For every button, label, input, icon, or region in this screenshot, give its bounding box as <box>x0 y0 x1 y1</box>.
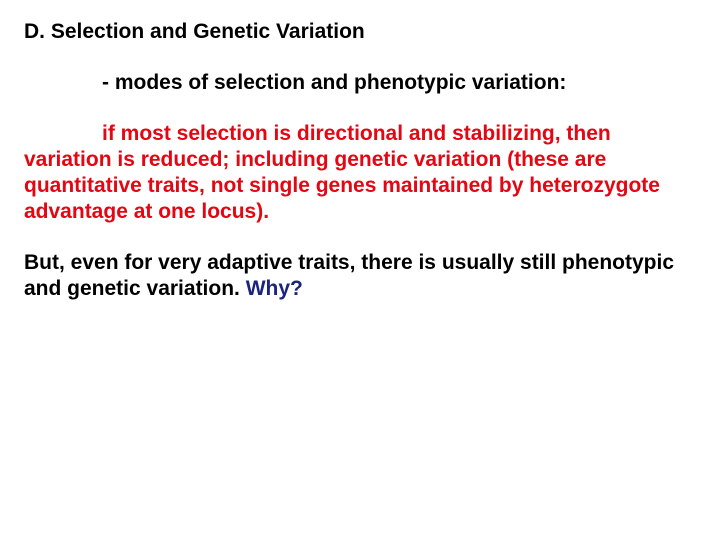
sub-heading: - modes of selection and phenotypic vari… <box>24 69 692 96</box>
section-heading: D. Selection and Genetic Variation <box>24 18 692 45</box>
why-text: Why? <box>246 277 303 300</box>
black-paragraph-prefix: But, even for very adaptive traits, ther… <box>24 251 674 300</box>
slide-container: D. Selection and Genetic Variation - mod… <box>0 0 720 540</box>
black-paragraph: But, even for very adaptive traits, ther… <box>24 250 692 303</box>
red-paragraph: if most selection is directional and sta… <box>24 121 692 226</box>
red-paragraph-text: if most selection is directional and sta… <box>24 122 660 224</box>
